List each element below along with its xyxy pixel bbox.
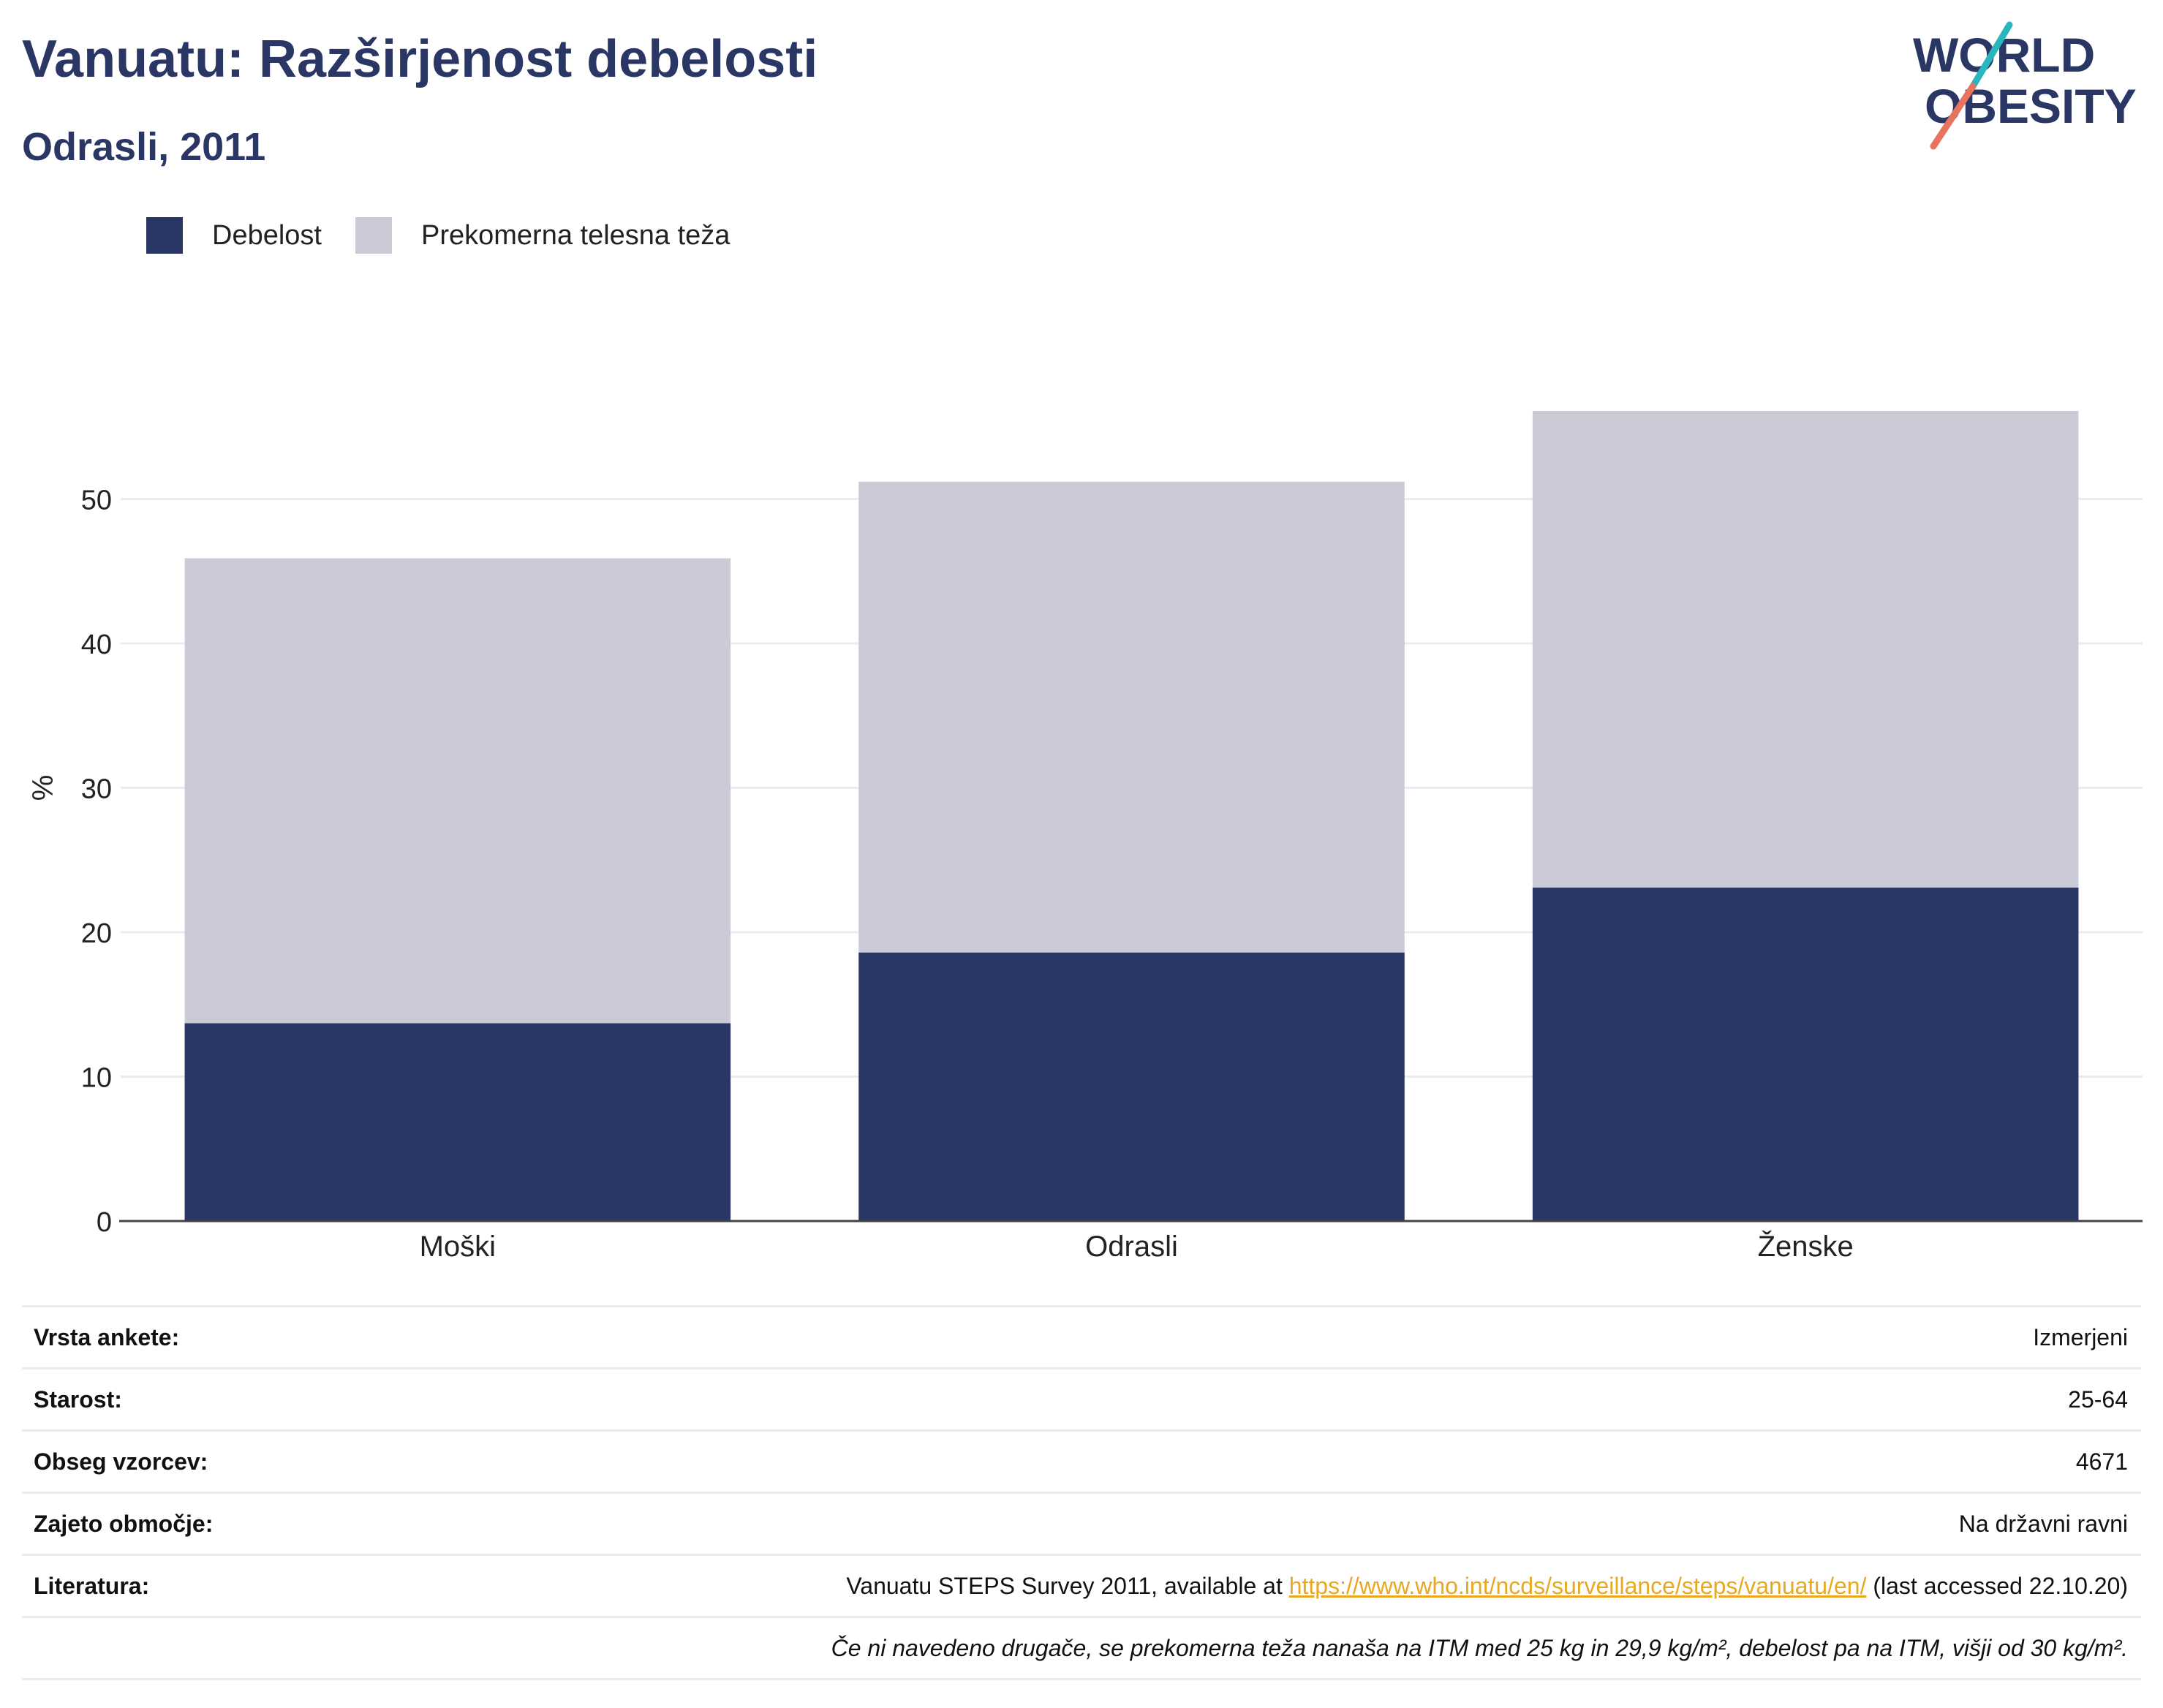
- y-tick-label: 0: [97, 1207, 112, 1238]
- info-value-age: 25-64: [2068, 1386, 2128, 1413]
- y-tick-label: 30: [81, 774, 112, 805]
- info-label-coverage: Zajeto območje:: [34, 1510, 214, 1537]
- logo-coral-slash: [1930, 83, 1977, 150]
- y-tick-label: 40: [81, 630, 112, 660]
- legend-label-debelost: Debelost: [212, 219, 322, 251]
- info-label-age: Starost:: [34, 1386, 122, 1413]
- chart-subtitle: Odrasli, 2011: [22, 125, 266, 169]
- y-tick-label: 10: [81, 1063, 112, 1094]
- legend-swatch-debelost: [146, 217, 183, 254]
- legend-item-prekomerna[interactable]: Prekomerna telesna teža: [355, 217, 730, 254]
- info-value-sample-size: 4671: [2075, 1448, 2128, 1475]
- info-value-reference: Vanuatu STEPS Survey 2011, available at …: [846, 1573, 2128, 1600]
- bar-prekomerna-0: [184, 558, 731, 1024]
- survey-info-table: Vrsta ankete: Izmerjeni Starost: 25-64 O…: [22, 1305, 2141, 1680]
- y-tick-label: 20: [81, 918, 112, 949]
- legend-item-debelost[interactable]: Debelost: [146, 217, 322, 254]
- reference-suffix: (last accessed 22.10.20): [1866, 1572, 2128, 1599]
- info-row-age: Starost: 25-64: [22, 1367, 2141, 1429]
- info-row-reference: Literatura: Vanuatu STEPS Survey 2011, a…: [22, 1554, 2141, 1616]
- logo-teal-slash: [1969, 21, 2013, 90]
- info-label-survey-type: Vrsta ankete:: [34, 1323, 180, 1350]
- chart-title: Vanuatu: Razširjenost debelosti: [22, 30, 818, 88]
- x-tick-label: Odrasli: [1085, 1231, 1178, 1263]
- bar-debelost-0: [184, 1023, 731, 1221]
- x-tick-label: Ženske: [1758, 1230, 1854, 1263]
- info-row-sample-size: Obseg vzorcev: 4671: [22, 1429, 2141, 1492]
- info-row-coverage: Zajeto območje: Na državni ravni: [22, 1492, 2141, 1554]
- y-tick-label: 50: [81, 485, 112, 516]
- info-label-sample-size: Obseg vzorcev:: [34, 1448, 208, 1475]
- info-value-coverage: Na državni ravni: [1958, 1510, 2128, 1537]
- legend-label-prekomerna: Prekomerna telesna teža: [420, 219, 731, 251]
- world-obesity-logo: WORLD OBESITY: [1913, 21, 2137, 150]
- info-value-survey-type: Izmerjeni: [2033, 1323, 2128, 1350]
- info-label-reference: Literatura:: [34, 1572, 150, 1599]
- definition-note: Če ni navedeno drugače, se prekomerna te…: [831, 1634, 2128, 1661]
- legend-swatch-prekomerna: [355, 217, 392, 254]
- bar-prekomerna-2: [1532, 411, 2079, 888]
- bar-debelost-2: [1532, 887, 2079, 1221]
- stacked-bar-chart: 0 10 20 30 40 50% Moški Odrasli Ženske: [27, 411, 2143, 1263]
- reference-link[interactable]: https://www.who.int/ncds/surveillance/st…: [1288, 1572, 1867, 1599]
- bar-debelost-1: [858, 952, 1405, 1221]
- info-row-note: Če ni navedeno drugače, se prekomerna te…: [22, 1616, 2141, 1680]
- y-axis-label: %: [27, 775, 59, 801]
- info-row-survey-type: Vrsta ankete: Izmerjeni: [22, 1305, 2141, 1367]
- bar-prekomerna-1: [858, 481, 1405, 953]
- chart-legend: Debelost Prekomerna telesna teža: [146, 216, 763, 254]
- x-tick-label: Moški: [420, 1231, 496, 1263]
- reference-prefix: Vanuatu STEPS Survey 2011, available at: [846, 1572, 1289, 1599]
